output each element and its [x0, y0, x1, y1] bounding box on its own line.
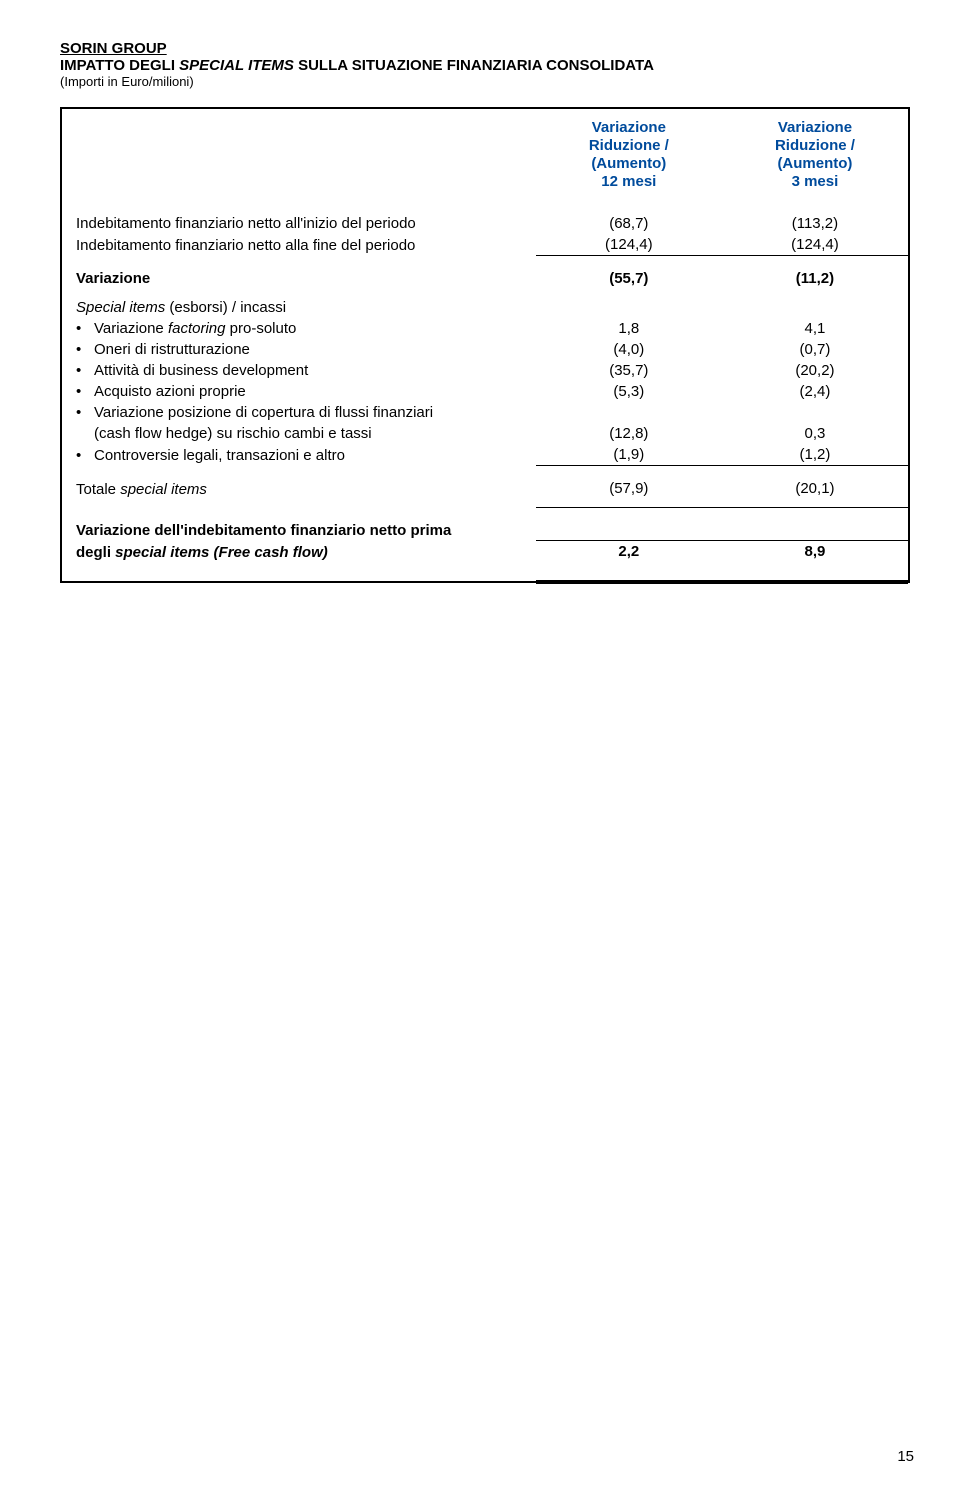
debt-start-c2: (113,2)	[722, 201, 908, 234]
variazione-c2: (11,2)	[722, 256, 908, 298]
row-debt-start: Indebitamento finanziario netto all'iniz…	[62, 201, 908, 234]
report-subtitle: (Importi in Euro/milioni)	[60, 74, 910, 89]
row-final-l1: Variazione dell'indebitamento finanziari…	[62, 508, 908, 541]
col1-header: Variazione Riduzione / (Aumento) 12 mesi	[536, 109, 722, 201]
attivita-text: Attività di business development	[94, 362, 308, 379]
totale-c2: (20,1)	[722, 466, 908, 508]
row-oneri: •Oneri di ristrutturazione (4,0) (0,7)	[62, 339, 908, 360]
final-l1-c1	[536, 508, 722, 541]
bullet-icon: •	[76, 341, 94, 358]
final-l2-pre: degli	[76, 544, 115, 561]
col2-l3: (Aumento)	[728, 155, 902, 173]
debt-end-label: Indebitamento finanziario netto alla fin…	[62, 234, 536, 256]
row-attivita: •Attività di business development (35,7)…	[62, 360, 908, 381]
acquisto-c1: (5,3)	[536, 381, 722, 402]
attivita-c2: (20,2)	[722, 360, 908, 381]
special-header-c2	[722, 297, 908, 318]
final-l2-it: special items (Free cash flow)	[115, 544, 328, 561]
row-totale: Totale special items (57,9) (20,1)	[62, 466, 908, 508]
attivita-label: •Attività di business development	[62, 360, 536, 381]
factoring-pre: Variazione	[94, 320, 168, 337]
debt-start-label: Indebitamento finanziario netto all'iniz…	[62, 201, 536, 234]
final-l1-label: Variazione dell'indebitamento finanziari…	[62, 508, 536, 541]
col1-l1: Variazione	[542, 119, 716, 137]
factoring-c2: 4,1	[722, 318, 908, 339]
factoring-c1: 1,8	[536, 318, 722, 339]
col1-l2: Riduzione /	[542, 137, 716, 155]
acquisto-label: •Acquisto azioni proprie	[62, 381, 536, 402]
totale-it: special items	[120, 481, 207, 498]
contro-c1: (1,9)	[536, 444, 722, 466]
bullet-icon: •	[76, 362, 94, 379]
variazione-label: Variazione	[62, 256, 536, 298]
oneri-text: Oneri di ristrutturazione	[94, 341, 250, 358]
totale-c1: (57,9)	[536, 466, 722, 508]
col1-l3: (Aumento)	[542, 155, 716, 173]
oneri-label: •Oneri di ristrutturazione	[62, 339, 536, 360]
contro-c2: (1,2)	[722, 444, 908, 466]
varpos-l1-label: •Variazione posizione di copertura di fl…	[62, 402, 536, 423]
totale-pre: Totale	[76, 481, 120, 498]
contro-text: Controversie legali, transazioni e altro	[94, 447, 345, 464]
special-header-rest: (esborsi) / incassi	[165, 299, 286, 316]
varpos-l1-c1	[536, 402, 722, 423]
final-l2-c1: 2,2	[536, 541, 722, 581]
row-final-l2: degli special items (Free cash flow) 2,2…	[62, 541, 908, 581]
col2-header: Variazione Riduzione / (Aumento) 3 mesi	[722, 109, 908, 201]
special-header-c1	[536, 297, 722, 318]
title-suffix: SULLA SITUAZIONE FINANZIARIA CONSOLIDATA	[294, 57, 654, 74]
varpos-l2-c1: (12,8)	[536, 423, 722, 444]
oneri-c2: (0,7)	[722, 339, 908, 360]
contro-label: •Controversie legali, transazioni e altr…	[62, 444, 536, 466]
oneri-c1: (4,0)	[536, 339, 722, 360]
acquisto-text: Acquisto azioni proprie	[94, 383, 246, 400]
varpos-l1-c2	[722, 402, 908, 423]
row-special-header: Special items (esborsi) / incassi	[62, 297, 908, 318]
acquisto-c2: (2,4)	[722, 381, 908, 402]
debt-end-c1: (124,4)	[536, 234, 722, 256]
varpos-l2-text: (cash flow hedge) su rischio cambi e tas…	[94, 425, 372, 442]
row-debt-end: Indebitamento finanziario netto alla fin…	[62, 234, 908, 256]
financial-table: Variazione Riduzione / (Aumento) 12 mesi…	[60, 107, 910, 583]
col2-l4: 3 mesi	[728, 173, 902, 191]
varpos-l2-c2: 0,3	[722, 423, 908, 444]
debt-start-c1: (68,7)	[536, 201, 722, 234]
factoring-post: pro-soluto	[225, 320, 296, 337]
attivita-c1: (35,7)	[536, 360, 722, 381]
bullet-icon: •	[76, 404, 94, 421]
special-header-italic: Special items	[76, 299, 165, 316]
varpos-l2-label: (cash flow hedge) su rischio cambi e tas…	[62, 423, 536, 444]
final-l2-label: degli special items (Free cash flow)	[62, 541, 536, 581]
row-factoring: •Variazione factoring pro-soluto 1,8 4,1	[62, 318, 908, 339]
final-l2-c2: 8,9	[722, 541, 908, 581]
report-title: IMPATTO DEGLI SPECIAL ITEMS SULLA SITUAZ…	[60, 57, 910, 74]
totale-label: Totale special items	[62, 466, 536, 508]
row-variazione: Variazione (55,7) (11,2)	[62, 256, 908, 298]
factoring-label: •Variazione factoring pro-soluto	[62, 318, 536, 339]
col2-l2: Riduzione /	[728, 137, 902, 155]
bullet-icon: •	[76, 383, 94, 400]
page-number: 15	[897, 1448, 914, 1465]
row-acquisto: •Acquisto azioni proprie (5,3) (2,4)	[62, 381, 908, 402]
varpos-l1-text: Variazione posizione di copertura di flu…	[94, 404, 433, 421]
bullet-icon: •	[76, 447, 94, 464]
header-blank	[62, 109, 536, 201]
title-prefix: IMPATTO DEGLI	[60, 57, 179, 74]
company-name: SORIN GROUP	[60, 40, 910, 57]
row-varpos-l1: •Variazione posizione di copertura di fl…	[62, 402, 908, 423]
title-italic: SPECIAL ITEMS	[179, 57, 294, 74]
bullet-icon: •	[76, 320, 94, 337]
col1-l4: 12 mesi	[542, 173, 716, 191]
debt-end-c2: (124,4)	[722, 234, 908, 256]
variazione-c1: (55,7)	[536, 256, 722, 298]
factoring-it: factoring	[168, 320, 226, 337]
row-contro: •Controversie legali, transazioni e altr…	[62, 444, 908, 466]
special-header-label: Special items (esborsi) / incassi	[62, 297, 536, 318]
row-varpos-l2: (cash flow hedge) su rischio cambi e tas…	[62, 423, 908, 444]
final-l1-c2	[722, 508, 908, 541]
col2-l1: Variazione	[728, 119, 902, 137]
